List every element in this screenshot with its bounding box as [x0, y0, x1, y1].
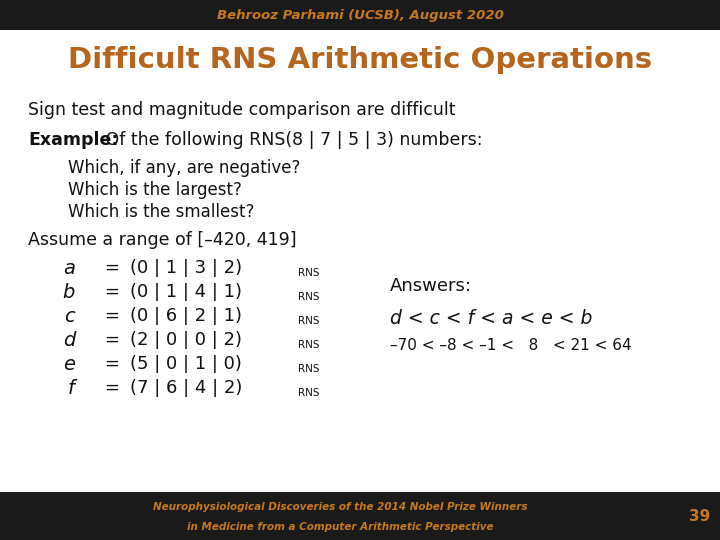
- Text: RNS: RNS: [298, 364, 320, 374]
- Text: (0 | 1 | 4 | 1): (0 | 1 | 4 | 1): [130, 283, 242, 301]
- Bar: [0, 492, 720, 540]
- Bar: [0, 0, 720, 30]
- Text: d < c < f < a < e < b: d < c < f < a < e < b: [390, 308, 593, 327]
- Text: Assume a range of [–420, 419]: Assume a range of [–420, 419]: [28, 231, 297, 249]
- Text: Behrooz Parhami (UCSB), August 2020: Behrooz Parhami (UCSB), August 2020: [217, 9, 503, 22]
- Text: (7 | 6 | 4 | 2): (7 | 6 | 4 | 2): [130, 379, 243, 397]
- Text: RNS: RNS: [298, 388, 320, 398]
- Text: –70 < –8 < –1 <   8   < 21 < 64: –70 < –8 < –1 < 8 < 21 < 64: [390, 339, 631, 354]
- Text: Neurophysiological Discoveries of the 2014 Nobel Prize Winners: Neurophysiological Discoveries of the 20…: [153, 502, 527, 512]
- Text: Answers:: Answers:: [390, 277, 472, 295]
- Text: (0 | 6 | 2 | 1): (0 | 6 | 2 | 1): [130, 307, 242, 325]
- Text: e: e: [63, 354, 75, 374]
- Text: Difficult RNS Arithmetic Operations: Difficult RNS Arithmetic Operations: [68, 46, 652, 74]
- Text: (5 | 0 | 1 | 0): (5 | 0 | 1 | 0): [130, 355, 242, 373]
- Text: Which is the largest?: Which is the largest?: [68, 181, 242, 199]
- Text: =: =: [104, 355, 120, 373]
- Text: (2 | 0 | 0 | 2): (2 | 0 | 0 | 2): [130, 331, 242, 349]
- Text: RNS: RNS: [298, 268, 320, 278]
- Text: Which, if any, are negative?: Which, if any, are negative?: [68, 159, 300, 177]
- Text: 39: 39: [689, 509, 711, 524]
- Text: a: a: [63, 259, 75, 278]
- Text: Which is the smallest?: Which is the smallest?: [68, 203, 254, 221]
- Text: c: c: [64, 307, 75, 326]
- Text: d: d: [63, 330, 75, 349]
- Text: =: =: [104, 259, 120, 277]
- Text: =: =: [104, 307, 120, 325]
- Text: Example:: Example:: [28, 131, 119, 149]
- Text: Sign test and magnitude comparison are difficult: Sign test and magnitude comparison are d…: [28, 101, 456, 119]
- Text: RNS: RNS: [298, 340, 320, 350]
- Text: =: =: [104, 379, 120, 397]
- Text: Of the following RNS(8 | 7 | 5 | 3) numbers:: Of the following RNS(8 | 7 | 5 | 3) numb…: [100, 131, 482, 149]
- Text: RNS: RNS: [298, 316, 320, 326]
- Text: =: =: [104, 331, 120, 349]
- Text: in Medicine from a Computer Arithmetic Perspective: in Medicine from a Computer Arithmetic P…: [186, 522, 493, 531]
- Text: b: b: [63, 282, 75, 301]
- Text: (0 | 1 | 3 | 2): (0 | 1 | 3 | 2): [130, 259, 242, 277]
- Text: =: =: [104, 283, 120, 301]
- Text: f: f: [68, 379, 75, 397]
- Text: RNS: RNS: [298, 292, 320, 302]
